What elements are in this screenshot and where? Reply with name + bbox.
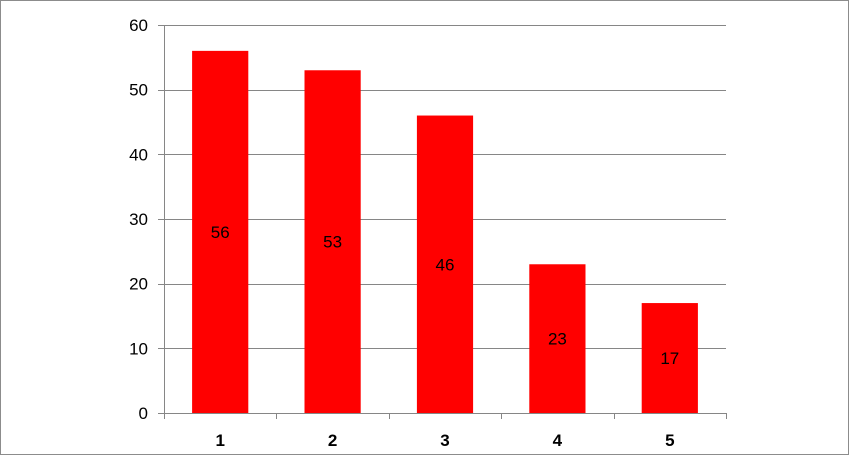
axes xyxy=(158,25,727,419)
bar-1 xyxy=(192,50,249,413)
data-label-4: 23 xyxy=(548,330,567,349)
bar-4 xyxy=(529,264,586,413)
y-tick-label-20: 20 xyxy=(129,275,148,294)
labels: 0 10 20 30 40 50 60 56 1 53 2 46 3 23 4 17 5 xyxy=(129,16,679,450)
bars xyxy=(192,50,698,414)
data-label-1: 56 xyxy=(211,223,230,242)
x-tick-label-2: 2 xyxy=(328,431,337,450)
y-tick-label-40: 40 xyxy=(129,145,148,164)
data-label-2: 53 xyxy=(323,233,342,252)
data-label-5: 17 xyxy=(660,349,679,368)
bar-5 xyxy=(641,303,698,413)
x-tick-label-1: 1 xyxy=(215,431,224,450)
bar-3 xyxy=(416,115,474,414)
bar-2 xyxy=(304,70,361,414)
y-tick-label-10: 10 xyxy=(129,339,148,358)
x-tick-label-5: 5 xyxy=(665,431,674,450)
x-tick-label-4: 4 xyxy=(553,431,563,450)
y-tick-label-60: 60 xyxy=(129,16,148,35)
y-tick-label-30: 30 xyxy=(129,210,148,229)
x-tick-label-3: 3 xyxy=(440,431,449,450)
y-tick-label-0: 0 xyxy=(139,404,148,423)
data-label-3: 46 xyxy=(436,255,455,274)
y-tick-label-50: 50 xyxy=(129,81,148,100)
